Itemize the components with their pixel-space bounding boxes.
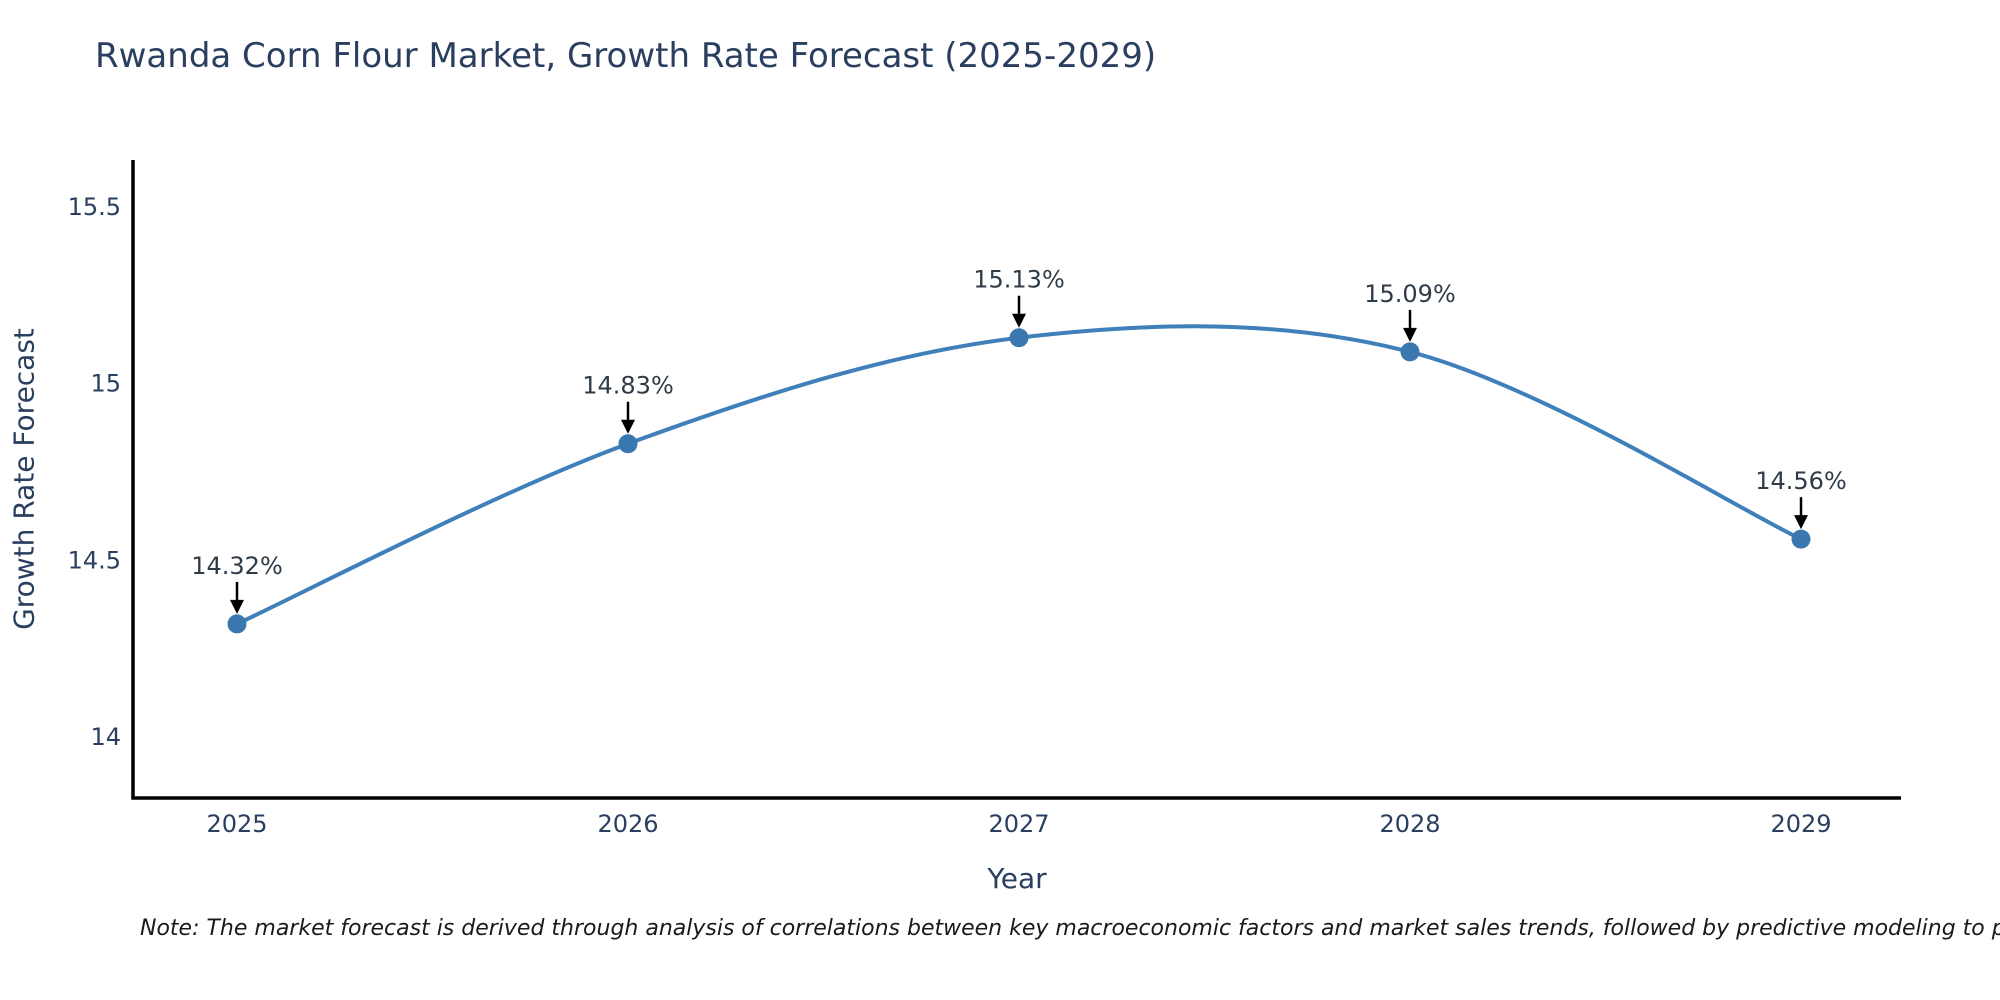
point-value-label: 15.13% bbox=[973, 266, 1065, 294]
annotation-arrowhead bbox=[1794, 515, 1808, 530]
data-point-marker bbox=[618, 434, 638, 454]
point-value-label: 15.09% bbox=[1364, 280, 1456, 308]
y-tick-label: 14 bbox=[90, 723, 121, 751]
x-tick-label: 2029 bbox=[1770, 810, 1831, 838]
point-value-label: 14.32% bbox=[191, 552, 283, 580]
data-point-marker bbox=[1791, 529, 1811, 549]
annotation-arrowhead bbox=[621, 419, 635, 434]
annotation-arrowhead bbox=[1403, 327, 1417, 342]
chart-title: Rwanda Corn Flour Market, Growth Rate Fo… bbox=[95, 36, 1157, 76]
annotation-arrowhead bbox=[230, 599, 244, 614]
annotation-arrowhead bbox=[1012, 313, 1026, 328]
x-tick-label: 2025 bbox=[206, 810, 267, 838]
x-tick-label: 2028 bbox=[1379, 810, 1440, 838]
data-point-marker bbox=[1400, 342, 1420, 362]
x-axis-title: Year bbox=[987, 862, 1047, 895]
point-value-label: 14.56% bbox=[1755, 467, 1847, 495]
data-point-marker bbox=[227, 614, 247, 634]
x-tick-label: 2026 bbox=[597, 810, 658, 838]
y-tick-label: 14.5 bbox=[68, 546, 121, 574]
data-point-marker bbox=[1009, 328, 1029, 348]
footnote: Note: The market forecast is derived thr… bbox=[140, 916, 2000, 941]
x-tick-label: 2027 bbox=[988, 810, 1049, 838]
y-tick-label: 15 bbox=[90, 370, 121, 398]
point-value-label: 14.83% bbox=[582, 372, 674, 400]
y-tick-label: 15.5 bbox=[68, 193, 121, 221]
forecast-line bbox=[235, 324, 1803, 626]
